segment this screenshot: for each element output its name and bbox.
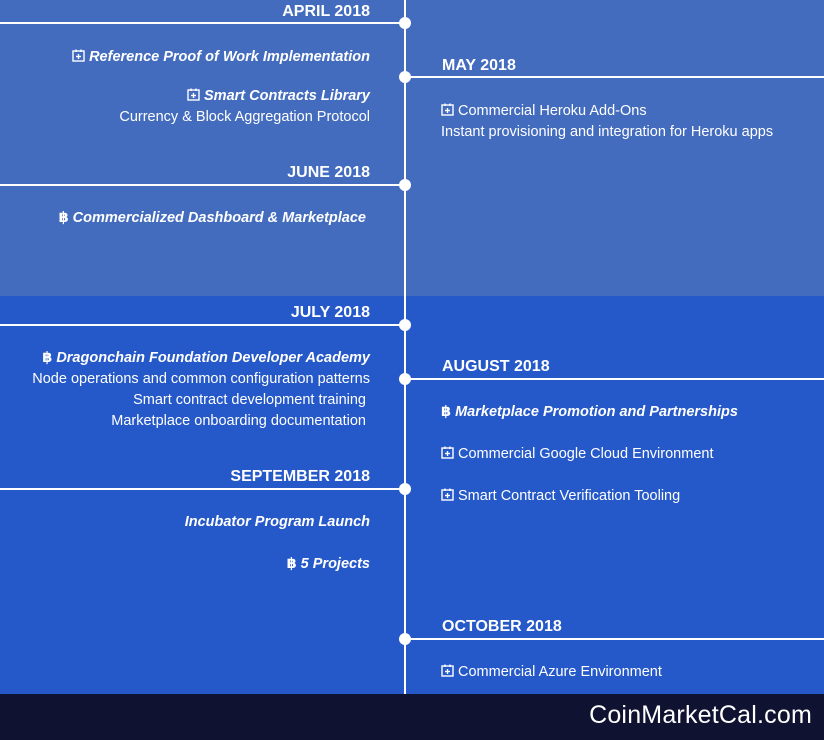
april-dot [399,17,411,29]
july-market-item: Marketplace onboarding documentation [111,413,366,429]
footer-bar: CoinMarketCal.com [0,694,824,740]
july-node-item: Node operations and common configuration… [32,371,370,387]
may-dot [399,71,411,83]
october-dot [399,633,411,645]
may-divider [405,76,824,78]
oct-azure-item: Commercial Azure Environment [441,662,662,683]
oct-azure-label: Commercial Azure Environment [458,664,662,680]
june-dash-item: ฿ Commercialized Dashboard & Marketplace [59,208,366,229]
june-dash-label: Commercialized Dashboard & Marketplace [72,210,366,226]
calendar-plus-icon [72,49,85,62]
july-smart-item: Smart contract development training [133,392,366,408]
month-september: SEPTEMBER 2018 [230,468,370,485]
july-academy-item: ฿ Dragonchain Foundation Developer Academ… [42,348,370,369]
month-august: AUGUST 2018 [442,358,550,375]
april-pow-item: Reference Proof of Work Implementation [72,47,370,68]
aug-verify-label: Smart Contract Verification Tooling [458,488,681,504]
june-dot [399,179,411,191]
timeline-axis [404,0,406,694]
aug-verify-item: Smart Contract Verification Tooling [441,486,680,507]
april-sc-label: Smart Contracts Library [204,88,370,104]
bitcoin-icon: ฿ [58,210,69,226]
bitcoin-icon: ฿ [286,556,297,572]
month-june: JUNE 2018 [287,164,370,181]
calendar-plus-icon [187,88,200,101]
aug-promo-label: Marketplace Promotion and Partnerships [455,404,738,420]
aug-promo-item: ฿ Marketplace Promotion and Partnerships [441,402,738,423]
april-pow-label: Reference Proof of Work Implementation [89,49,370,65]
september-divider [0,488,405,490]
july-dot [399,319,411,331]
august-divider [405,378,824,380]
bitcoin-icon: ฿ [42,350,53,366]
month-may: MAY 2018 [442,57,516,74]
top-band [0,0,824,296]
april-cb-item: Currency & Block Aggregation Protocol [119,109,370,125]
calendar-plus-icon [441,488,454,501]
sep-incubator-item: Incubator Program Launch [184,514,370,530]
may-heroku-item: Commercial Heroku Add-Ons [441,101,647,122]
month-october: OCTOBER 2018 [442,618,562,635]
calendar-plus-icon [441,103,454,116]
month-april: APRIL 2018 [282,3,370,20]
may-heroku-label: Commercial Heroku Add-Ons [458,103,647,119]
april-divider [0,22,405,24]
july-divider [0,324,405,326]
may-heroku-desc: Instant provisioning and integration for… [441,124,774,140]
aug-gcloud-item: Commercial Google Cloud Environment [441,444,713,465]
calendar-plus-icon [441,446,454,459]
june-divider [0,184,405,186]
september-dot [399,483,411,495]
month-july: JULY 2018 [290,304,370,321]
april-sc-item: Smart Contracts Library [187,86,370,107]
august-dot [399,373,411,385]
bitcoin-icon: ฿ [441,404,452,420]
sep-projects-label: 5 Projects [300,556,370,572]
aug-gcloud-label: Commercial Google Cloud Environment [458,446,714,462]
july-academy-label: Dragonchain Foundation Developer Academy [56,350,370,366]
middle-band [0,296,824,694]
sep-projects-item: ฿ 5 Projects [287,554,370,575]
october-divider [405,638,824,640]
brand-watermark: CoinMarketCal.com [589,701,812,729]
calendar-plus-icon [441,664,454,677]
